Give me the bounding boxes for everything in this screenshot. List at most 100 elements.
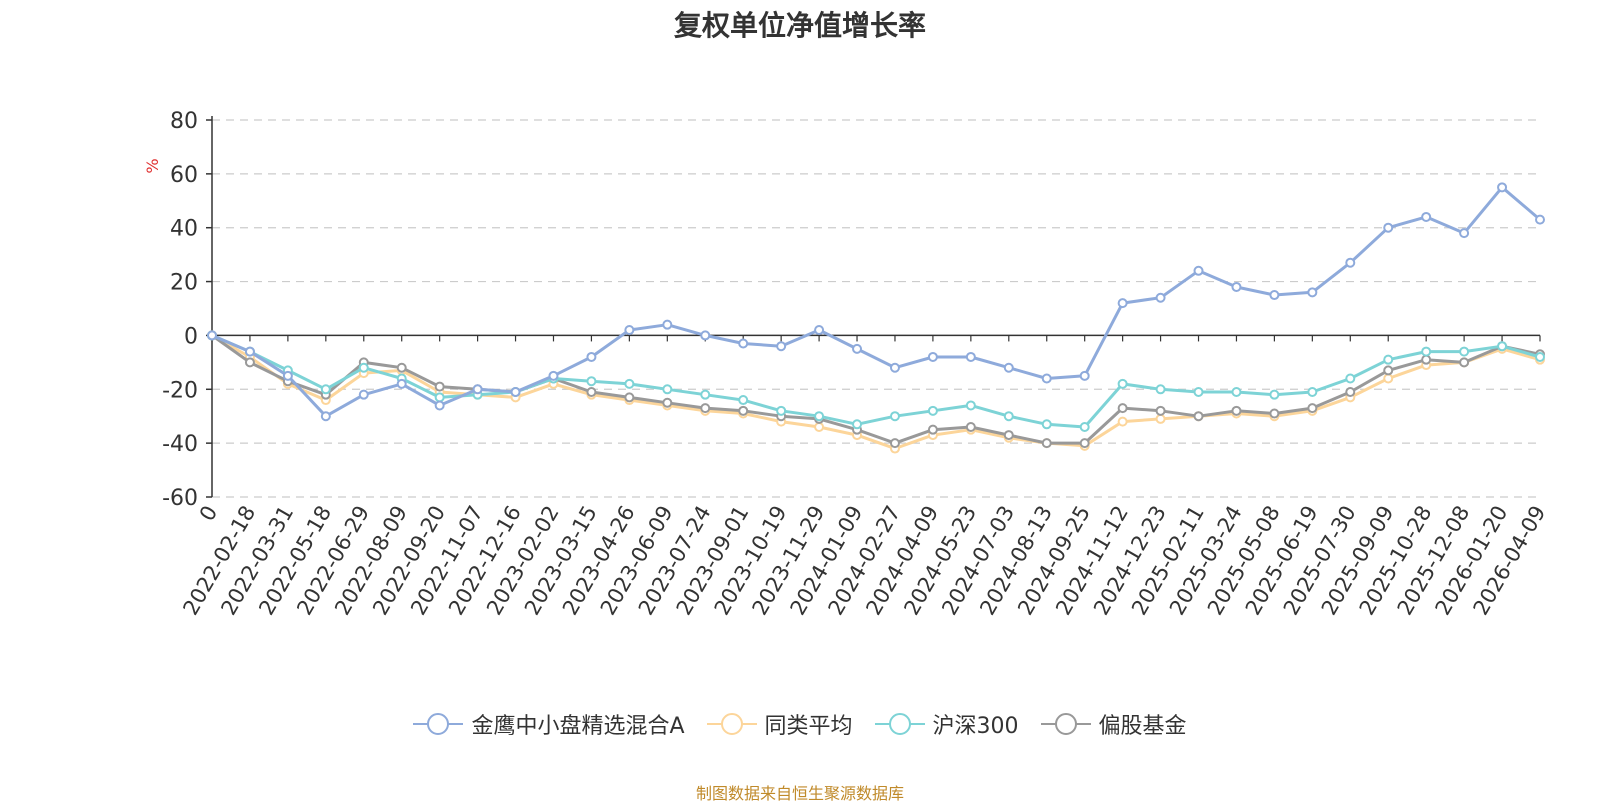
y-tick-label: 80 bbox=[170, 109, 198, 134]
data-point bbox=[814, 325, 825, 336]
data-point bbox=[1269, 290, 1280, 301]
data-point bbox=[700, 389, 711, 400]
data-point bbox=[965, 400, 976, 411]
data-point bbox=[1003, 362, 1014, 373]
data-point bbox=[510, 386, 521, 397]
y-tick-label: 0 bbox=[184, 324, 198, 349]
data-point bbox=[358, 362, 369, 373]
legend: 金鹰中小盘精选混合A 同类平均 沪深300 偏股基金 bbox=[0, 708, 1600, 740]
data-point bbox=[927, 424, 938, 435]
data-point bbox=[472, 384, 483, 395]
data-point bbox=[320, 384, 331, 395]
data-point bbox=[244, 357, 255, 368]
data-point bbox=[1003, 430, 1014, 441]
data-point bbox=[662, 397, 673, 408]
data-point bbox=[1383, 354, 1394, 365]
data-point bbox=[624, 325, 635, 336]
legend-line-circle-icon bbox=[706, 713, 757, 735]
data-point bbox=[1041, 438, 1052, 449]
data-point bbox=[1231, 281, 1242, 292]
data-point bbox=[434, 400, 445, 411]
data-point bbox=[965, 421, 976, 432]
series-line bbox=[211, 185, 1541, 418]
data-point bbox=[434, 381, 445, 392]
legend-label-equity-funds: 偏股基金 bbox=[1098, 714, 1187, 739]
data-point bbox=[1117, 416, 1128, 427]
data-point bbox=[852, 419, 863, 430]
data-point bbox=[1307, 386, 1318, 397]
data-point bbox=[776, 341, 787, 352]
legend-item-csi300[interactable]: 沪深300 bbox=[874, 708, 1019, 740]
data-point bbox=[1003, 411, 1014, 422]
data-point bbox=[1269, 389, 1280, 400]
legend-line-circle-icon bbox=[413, 713, 464, 735]
y-axis-label: % bbox=[143, 158, 162, 173]
y-tick-label: 40 bbox=[170, 217, 198, 242]
data-point bbox=[1117, 378, 1128, 389]
data-point bbox=[1345, 373, 1356, 384]
data-point bbox=[1231, 386, 1242, 397]
y-tick-label: -60 bbox=[162, 486, 198, 511]
data-point bbox=[1497, 182, 1508, 193]
legend-label-csi300: 沪深300 bbox=[932, 714, 1019, 739]
data-point bbox=[1117, 403, 1128, 414]
y-tick-label: -20 bbox=[162, 378, 198, 403]
data-point bbox=[1307, 403, 1318, 414]
data-point bbox=[700, 330, 711, 341]
data-point bbox=[662, 319, 673, 330]
source-note: 制图数据来自恒生聚源数据库 bbox=[695, 784, 904, 803]
data-point bbox=[1307, 287, 1318, 298]
data-point bbox=[738, 395, 749, 406]
data-point bbox=[1231, 405, 1242, 416]
data-point bbox=[1383, 373, 1394, 384]
data-point bbox=[1193, 411, 1204, 422]
data-point bbox=[927, 405, 938, 416]
chart-title: 复权单位净值增长率 bbox=[673, 9, 926, 42]
legend-item-equity-funds[interactable]: 偏股基金 bbox=[1040, 708, 1187, 740]
data-point bbox=[814, 411, 825, 422]
data-point bbox=[1155, 405, 1166, 416]
data-point bbox=[1345, 386, 1356, 397]
legend-item-fund[interactable]: 金鹰中小盘精选混合A bbox=[413, 708, 685, 740]
data-point bbox=[1079, 421, 1090, 432]
data-point bbox=[624, 378, 635, 389]
data-point bbox=[1459, 228, 1470, 239]
data-point bbox=[700, 403, 711, 414]
data-point bbox=[1459, 357, 1470, 368]
data-point bbox=[738, 405, 749, 416]
data-point bbox=[548, 370, 559, 381]
data-point bbox=[1155, 384, 1166, 395]
legend-line-circle-icon bbox=[1040, 713, 1091, 735]
legend-item-peer-average[interactable]: 同类平均 bbox=[706, 708, 853, 740]
data-point bbox=[320, 411, 331, 422]
data-point bbox=[1535, 351, 1545, 362]
data-point bbox=[434, 392, 445, 403]
series-line bbox=[211, 334, 1541, 429]
data-point bbox=[738, 338, 749, 349]
data-point bbox=[1193, 386, 1204, 397]
data-point bbox=[1497, 341, 1508, 352]
y-tick-label: 20 bbox=[170, 271, 198, 296]
data-point bbox=[358, 389, 369, 400]
data-point bbox=[396, 378, 407, 389]
y-tick-label: 60 bbox=[170, 163, 198, 188]
data-point bbox=[889, 362, 900, 373]
data-point bbox=[662, 384, 673, 395]
data-point bbox=[927, 351, 938, 362]
data-point bbox=[1117, 298, 1128, 309]
data-point bbox=[1421, 346, 1432, 357]
data-point bbox=[1079, 438, 1090, 449]
data-point bbox=[586, 351, 597, 362]
data-point bbox=[207, 330, 217, 341]
data-point bbox=[1041, 373, 1052, 384]
line-chart: 806040200-20-40-60%02022-02-182022-03-31… bbox=[143, 109, 1550, 619]
data-point bbox=[1535, 214, 1545, 225]
legend-line-circle-icon bbox=[874, 713, 925, 735]
legend-label-peer-average: 同类平均 bbox=[764, 714, 853, 739]
x-tick-label: 0 bbox=[195, 502, 222, 526]
series-line bbox=[211, 334, 1541, 450]
data-point bbox=[1459, 346, 1470, 357]
data-point bbox=[852, 343, 863, 354]
data-point bbox=[1421, 211, 1432, 222]
legend-label-fund: 金鹰中小盘精选混合A bbox=[471, 714, 685, 739]
